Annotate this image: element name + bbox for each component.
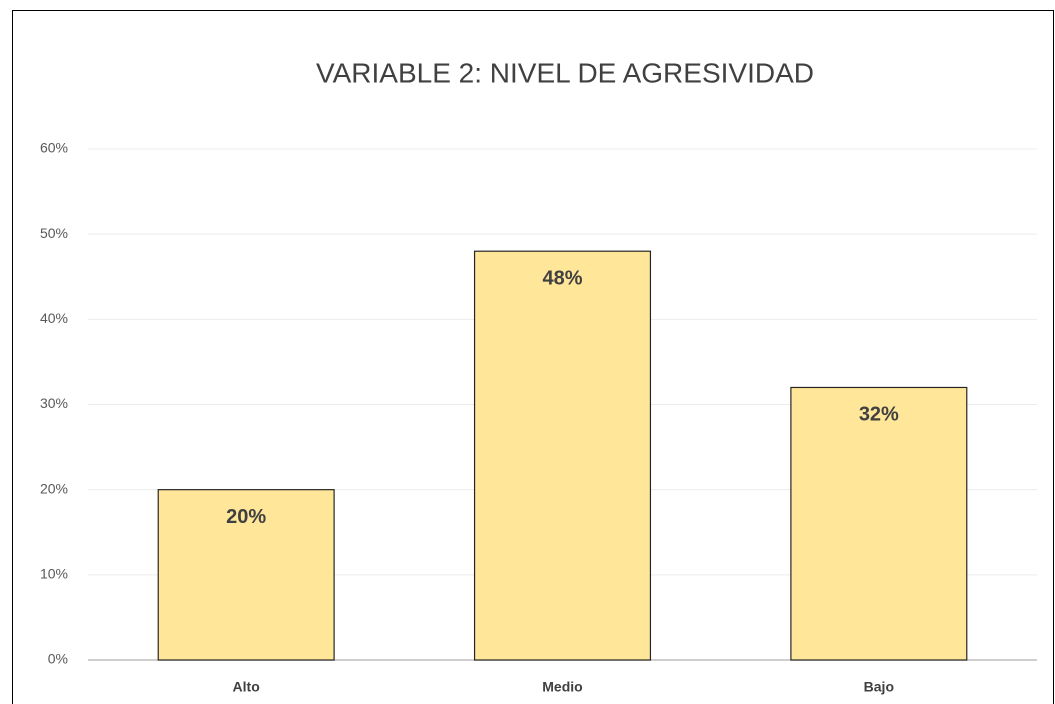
bar [157,489,335,661]
y-tick-label: 50% [40,225,68,241]
data-label: 20% [226,506,266,528]
bar [790,386,968,661]
y-tick-label: 0% [48,651,68,667]
y-tick-label: 20% [40,480,68,496]
x-tick-label: Bajo [864,679,894,695]
chart-border [12,10,1054,704]
data-label: 48% [542,267,582,289]
y-tick-label: 40% [40,310,68,326]
bar [473,250,652,661]
y-tick-label: 60% [40,140,68,156]
x-tick-label: Medio [542,679,582,695]
x-tick-label: Alto [233,679,260,695]
data-label: 32% [859,404,899,426]
chart-title: VARIABLE 2: NIVEL DE AGRESIVIDAD [316,57,814,88]
y-tick-label: 30% [40,395,68,411]
y-tick-label: 10% [40,566,68,582]
